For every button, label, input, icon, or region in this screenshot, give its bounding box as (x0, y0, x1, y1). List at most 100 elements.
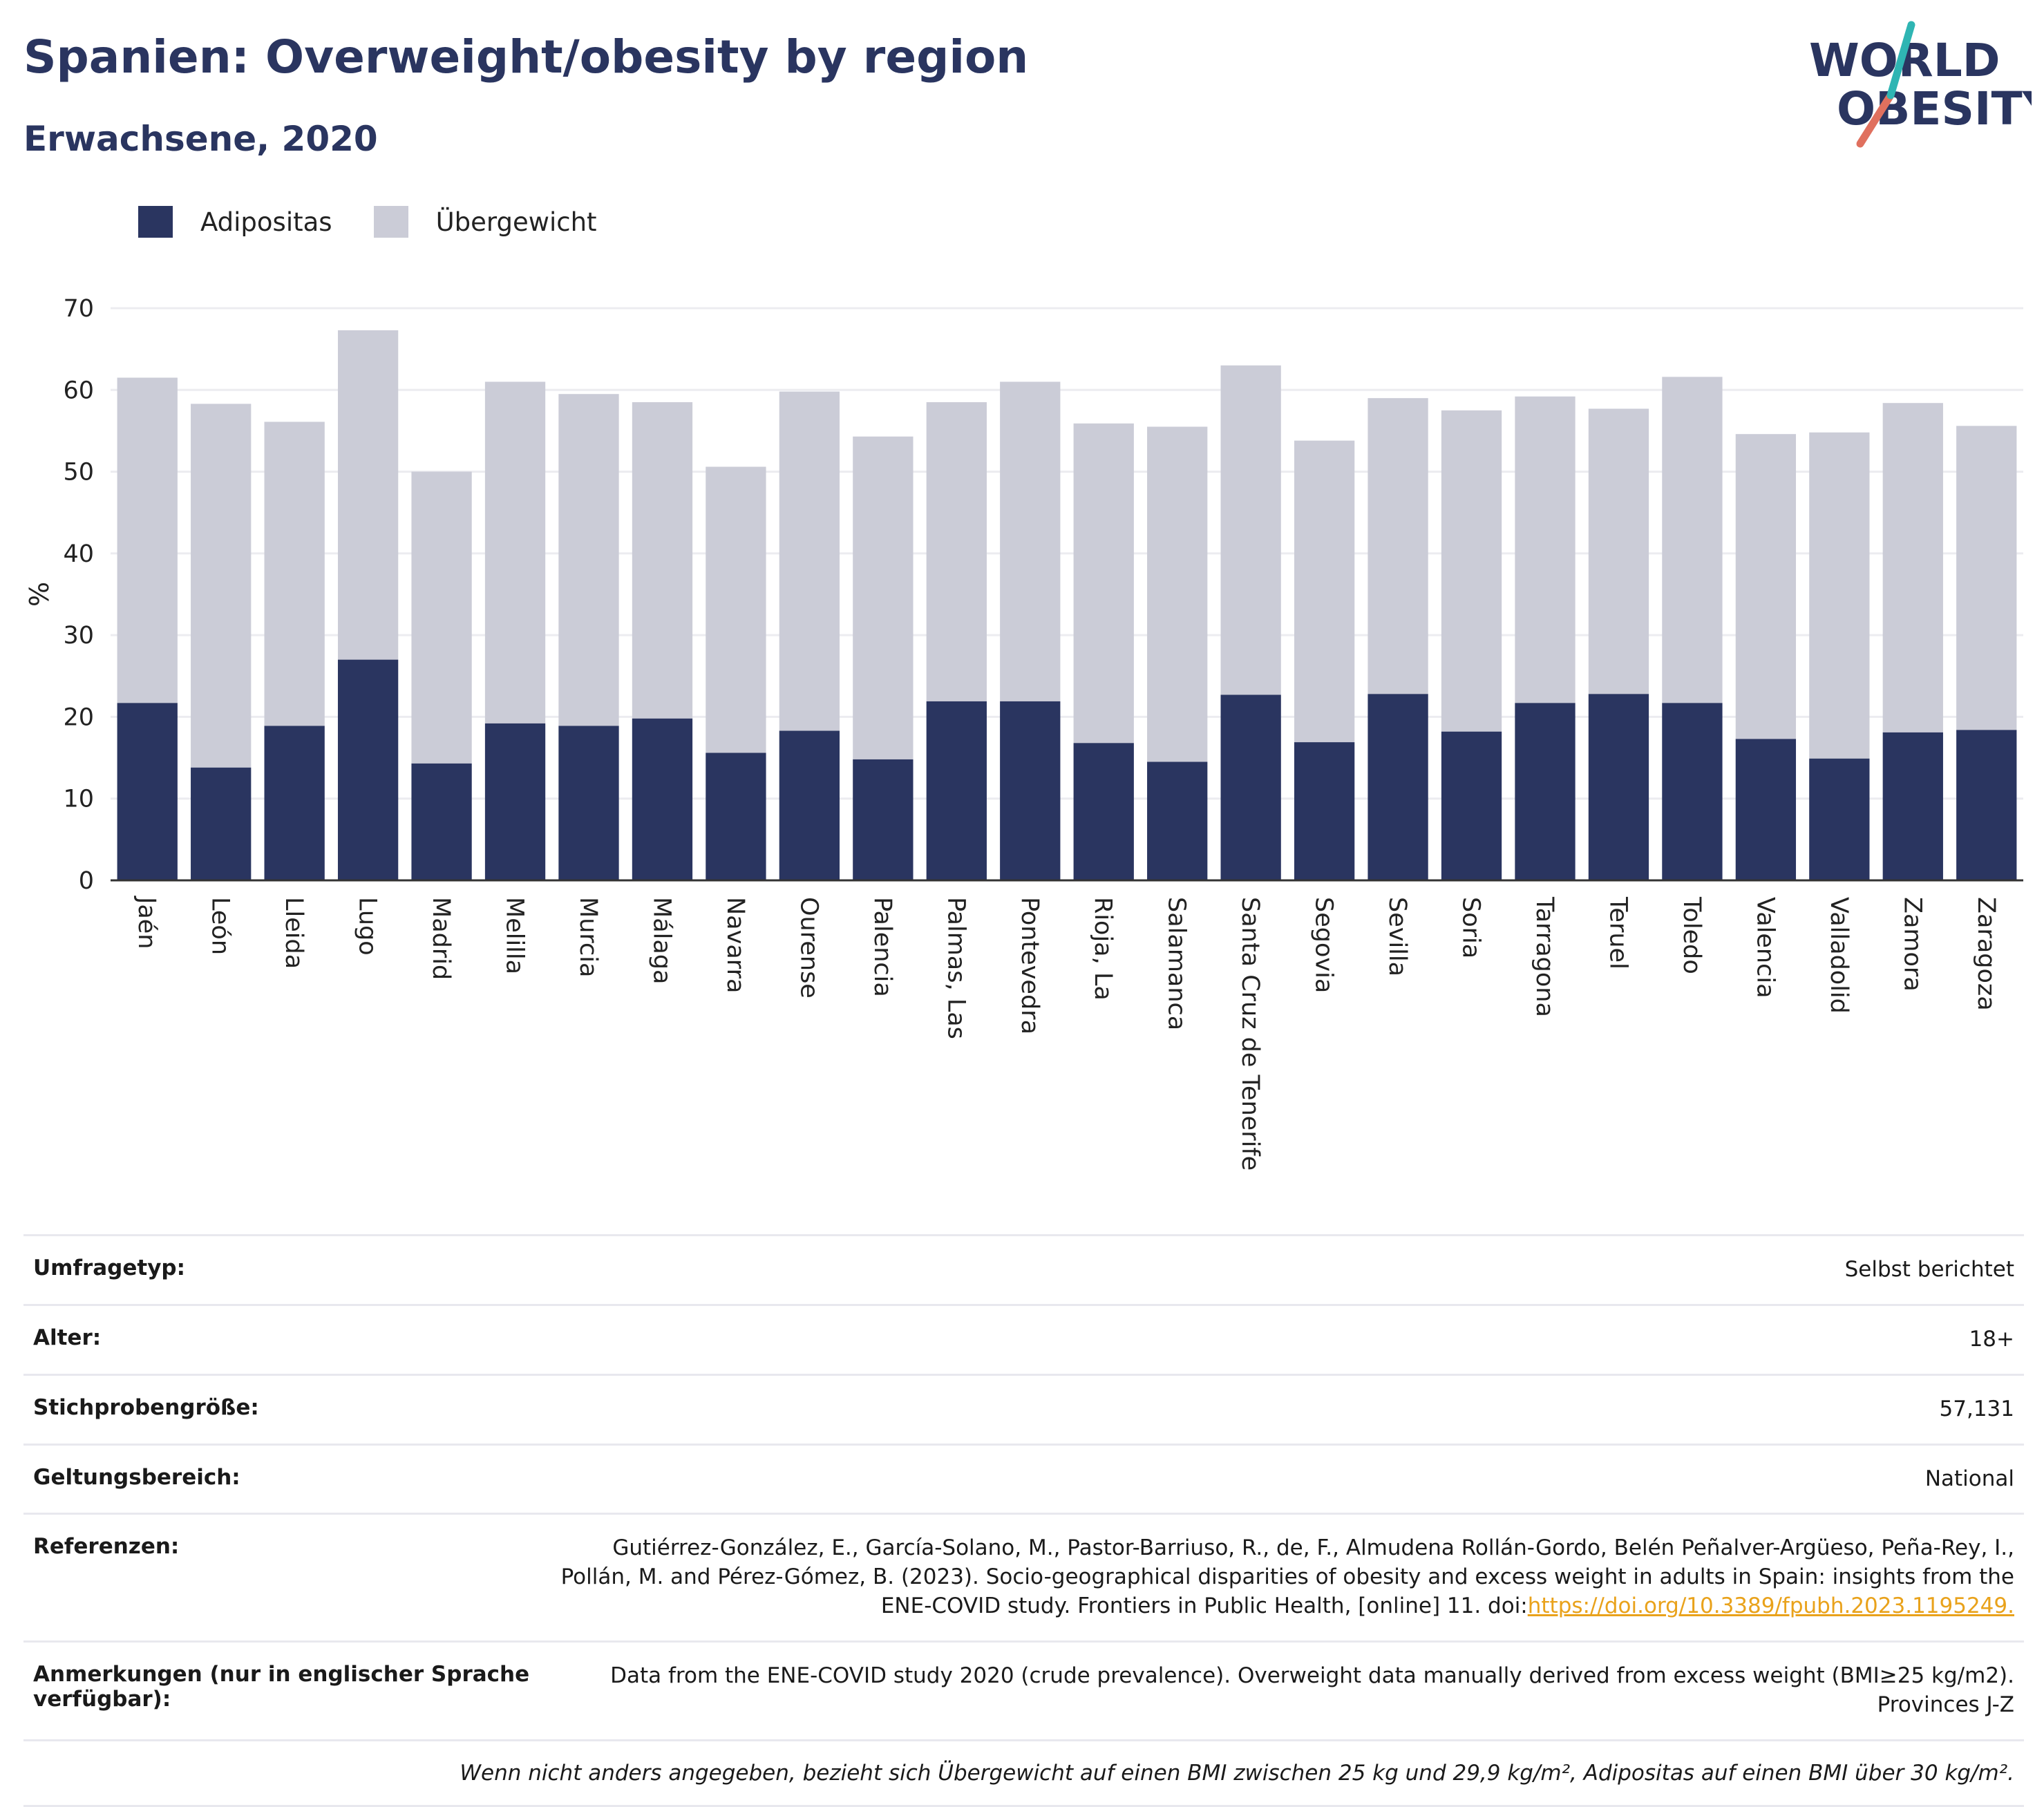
info-row-age: Alter: 18+ (23, 1303, 2024, 1374)
doi-link[interactable]: https://doi.org/10.3389/fpubh.2023.11952… (1527, 1593, 2014, 1619)
logo-slash-top-icon (1886, 21, 1915, 100)
bar-uebergewicht (1515, 396, 1575, 703)
y-tick-label: 70 (63, 295, 94, 323)
bar-adipositas (706, 753, 766, 880)
bar-uebergewicht (558, 394, 619, 726)
y-tick-label: 10 (63, 786, 94, 813)
world-obesity-logo: WORLD OBESITY (1809, 21, 2032, 148)
bar-adipositas (1956, 730, 2017, 880)
bar-adipositas (853, 759, 914, 880)
bar-adipositas (1515, 703, 1575, 880)
info-label: Stichprobengröße: (33, 1394, 259, 1420)
x-tick-label: Lugo (354, 897, 381, 956)
bar-adipositas (1662, 703, 1723, 880)
logo-text-obesity: OBESITY (1837, 82, 2032, 135)
bar-adipositas (1882, 732, 1943, 880)
bar-adipositas (1735, 739, 1797, 880)
y-axis-label: % (24, 582, 55, 607)
notes-line-2: Provinces J-Z (1877, 1692, 2014, 1717)
bar-uebergewicht (926, 402, 987, 701)
reference-line-3: ENE-COVID study. Frontiers in Public Hea… (880, 1593, 1528, 1619)
bar-uebergewicht (1073, 423, 1134, 744)
bar-uebergewicht (1662, 377, 1723, 703)
reference-line-2: Pollán, M. and Pérez-Gómez, B. (2023). S… (560, 1564, 2014, 1590)
reference-line-1: Gutiérrez-González, E., García-Solano, M… (612, 1535, 2014, 1561)
bar-uebergewicht (1588, 408, 1649, 694)
footnote-text: Wenn nicht anders angegeben, bezieht sic… (460, 1760, 2014, 1786)
bar-uebergewicht (1809, 432, 1870, 759)
info-row-notes: Anmerkungen (nur in englischer Sprache v… (23, 1640, 2024, 1739)
bar-adipositas (411, 763, 472, 880)
bar-uebergewicht (191, 404, 252, 768)
bar-adipositas (779, 730, 840, 880)
x-tick-label: Toledo (1678, 896, 1705, 974)
y-tick-label: 30 (63, 622, 94, 650)
x-tick-label: Santa Cruz de Tenerife (1236, 897, 1264, 1171)
x-tick-label: Rioja, La (1089, 897, 1117, 1001)
info-table: Umfragetyp: Selbst berichtet Alter: 18+ … (23, 1234, 2024, 1807)
bar-uebergewicht (853, 436, 914, 759)
bar-adipositas (558, 726, 619, 880)
bar-uebergewicht (264, 422, 325, 726)
stacked-bar-chart: 0 10 20 30 40 50 60 70% Jaén León Lleida Lugo Madrid… (24, 295, 2023, 1171)
x-tick-label: Zaragoza (1972, 897, 2000, 1011)
x-tick-label: Melilla (501, 897, 529, 974)
bar-adipositas (632, 718, 693, 880)
bar-uebergewicht (1000, 381, 1061, 701)
bar-adipositas (337, 659, 399, 880)
info-row-scope: Geltungsbereich: National (23, 1443, 2024, 1513)
x-tick-label: Zamora (1898, 897, 1926, 992)
x-tick-label: Ourense (795, 897, 822, 999)
x-tick-label: León (207, 897, 234, 955)
info-value: 57,131 (1939, 1396, 2014, 1421)
bar-adipositas (1441, 731, 1502, 880)
info-label: Anmerkungen (nur in englischer Sprache v… (33, 1661, 530, 1712)
bar-adipositas (117, 703, 178, 880)
bar-adipositas (264, 726, 325, 880)
page-subtitle: Erwachsene, 2020 (23, 119, 378, 159)
bar-adipositas (1147, 761, 1208, 880)
page-title: Spanien: Overweight/obesity by region (23, 30, 1029, 84)
bar-uebergewicht (1956, 426, 2017, 730)
x-tick-label: Teruel (1604, 896, 1631, 969)
notes-line-1: Data from the ENE-COVID study 2020 (crud… (610, 1663, 2014, 1688)
bar-uebergewicht (484, 381, 546, 723)
bar-adipositas (926, 701, 987, 880)
bar-adipositas (484, 723, 546, 880)
bar-uebergewicht (1441, 410, 1502, 732)
info-row-sample-size: Stichprobengröße: 57,131 (23, 1373, 2024, 1444)
legend-swatch-adipositas (138, 206, 173, 238)
x-tick-label: Pontevedra (1016, 897, 1043, 1034)
info-row-references: Referenzen: Gutiérrez-González, E., Garc… (23, 1513, 2024, 1640)
x-tick-label: Palmas, Las (942, 897, 969, 1039)
y-tick-label: 50 (63, 459, 94, 486)
bar-uebergewicht (1147, 426, 1208, 762)
x-tick-label: Palencia (869, 897, 896, 997)
bar-adipositas (1000, 701, 1061, 880)
x-tick-label: Sevilla (1383, 897, 1411, 976)
x-tick-label: Navarra (721, 897, 749, 993)
y-tick-label: 20 (63, 703, 94, 731)
x-tick-label: Murcia (574, 897, 602, 977)
info-label: Geltungsbereich: (33, 1464, 240, 1490)
bar-uebergewicht (337, 330, 399, 660)
legend-swatch-uebergewicht (373, 206, 408, 238)
x-tick-label: Lleida (280, 897, 307, 969)
bar-uebergewicht (1882, 403, 1943, 732)
legend-label-adipositas: Adipositas (200, 207, 332, 237)
x-tick-label: Jaén (133, 896, 160, 949)
info-value: Selbst berichtet (1844, 1257, 2014, 1282)
x-tick-label: Tarragona (1531, 896, 1558, 1017)
info-row-footnote: Wenn nicht anders angegeben, bezieht sic… (23, 1739, 2024, 1807)
info-label: Umfragetyp: (33, 1256, 185, 1280)
legend-item-adipositas[interactable]: Adipositas (138, 206, 332, 238)
bar-adipositas (1220, 694, 1281, 880)
y-tick-label: 60 (63, 377, 94, 404)
info-label: Referenzen: (33, 1534, 180, 1560)
x-tick-label: Madrid (427, 897, 455, 980)
legend-item-uebergewicht[interactable]: Übergewicht (373, 206, 597, 238)
y-tick-label: 40 (63, 540, 94, 568)
info-value: Data from the ENE-COVID study 2020 (crud… (558, 1662, 2014, 1720)
x-tick-label: Valladolid (1825, 897, 1853, 1014)
legend-label-uebergewicht: Übergewicht (435, 207, 597, 237)
